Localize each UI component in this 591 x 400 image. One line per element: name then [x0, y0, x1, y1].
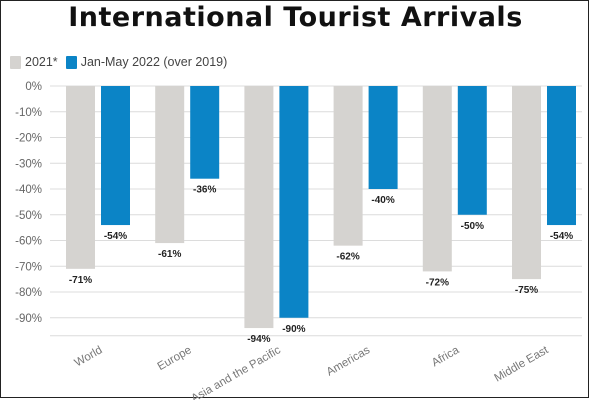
bar	[244, 86, 274, 329]
y-tick-label: -50%	[15, 210, 42, 222]
x-category-label: Asia and the Pacific	[189, 344, 283, 400]
x-category-label: Americas	[325, 344, 373, 378]
data-label: -94%	[247, 334, 270, 345]
bar	[547, 86, 576, 226]
data-label: -54%	[550, 231, 573, 242]
legend-label-2022: Jan-May 2022 (over 2019)	[80, 55, 228, 69]
x-category-label: World	[73, 344, 105, 369]
bar	[333, 86, 363, 246]
y-tick-label: 0%	[25, 81, 42, 93]
y-tick-label: -70%	[15, 261, 42, 273]
bar	[279, 86, 309, 318]
legend-label-2021: 2021*	[25, 55, 58, 69]
bar	[190, 86, 220, 179]
data-label: -75%	[515, 285, 538, 296]
legend-item-2022: Jan-May 2022 (over 2019)	[65, 55, 228, 69]
y-tick-label: -40%	[15, 184, 42, 196]
data-label: -62%	[336, 252, 359, 263]
bar	[422, 86, 452, 272]
x-category-label: Middle East	[492, 344, 551, 385]
data-label: -72%	[426, 277, 449, 288]
y-tick-label: -80%	[15, 287, 42, 299]
bar	[66, 86, 95, 269]
bar	[368, 86, 398, 189]
data-label: -61%	[158, 249, 181, 260]
y-tick-label: -90%	[15, 313, 42, 325]
bar	[457, 86, 487, 215]
legend-swatch-2021	[10, 55, 21, 69]
data-label: -36%	[193, 185, 216, 196]
y-tick-label: -10%	[15, 107, 42, 119]
x-category-label: Africa	[430, 344, 462, 369]
legend-item-2021: 2021*	[10, 55, 58, 69]
data-label: -90%	[282, 324, 305, 335]
legend: 2021* Jan-May 2022 (over 2019)	[10, 54, 235, 70]
y-tick-label: -20%	[15, 133, 42, 145]
y-tick-label: -30%	[15, 158, 42, 170]
bar	[101, 86, 130, 226]
data-label: -71%	[69, 275, 92, 286]
chart-title: International Tourist Arrivals	[68, 2, 523, 33]
bar	[155, 86, 185, 244]
bar	[512, 86, 541, 280]
y-tick-label: -60%	[15, 236, 42, 248]
x-category-label: Europe	[156, 344, 194, 373]
data-label: -40%	[371, 195, 394, 206]
legend-swatch-2022	[65, 55, 77, 69]
data-label: -50%	[461, 221, 484, 232]
data-label: -54%	[104, 231, 127, 242]
